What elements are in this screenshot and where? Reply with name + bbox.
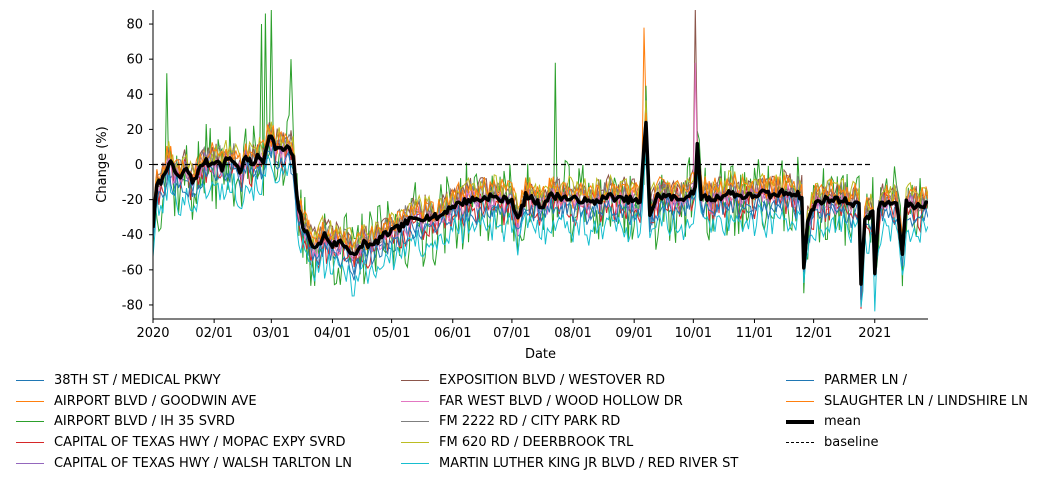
y-tick-label: -20 [122,193,143,208]
legend-swatch [16,421,44,423]
legend-item: AIRPORT BLVD / GOODWIN AVE [16,391,352,412]
legend-swatch [401,421,429,423]
line-chart: -80 -60 -40 -20 0 20 40 60 80 2020 02/01 03/01 04/0… [95,10,928,362]
legend-label: EXPOSITION BLVD / WESTOVER RD [439,372,666,388]
legend-label: CAPITAL OF TEXAS HWY / WALSH TARLTON LN [54,455,352,471]
y-axis-ticks: -80 -60 -40 -20 0 20 40 60 80 [122,18,153,313]
legend-swatch [16,441,44,443]
legend-item: FAR WEST BLVD / WOOD HOLLOW DR [401,391,738,412]
legend-label: SLAUGHTER LN / LINDSHIRE LN [824,393,1029,409]
legend-item: FM 620 RD / DEERBROOK TRL [401,432,738,453]
y-tick-label: -40 [122,228,143,243]
x-tick-label: 06/01 [434,326,471,341]
legend-swatch [786,379,814,381]
legend-label: FM 620 RD / DEERBROOK TRL [439,434,634,450]
legend-column-1: 38TH ST / MEDICAL PKWY AIRPORT BLVD / GOO… [16,370,352,473]
x-tick-label: 07/01 [493,326,530,341]
y-tick-label: 0 [135,158,143,173]
legend-swatch [401,400,429,402]
legend-label: FM 2222 RD / CITY PARK RD [439,414,621,430]
y-tick-label: 40 [126,88,143,103]
x-tick-label: 04/01 [314,326,351,341]
legend-swatch [401,441,429,443]
legend-swatch [786,400,814,402]
legend-swatch [786,441,814,443]
legend-item: EXPOSITION BLVD / WESTOVER RD [401,370,738,391]
x-tick-label: 12/01 [795,326,832,341]
legend-item: SLAUGHTER LN / LINDSHIRE LN [786,391,1028,412]
y-tick-label: -60 [122,263,143,278]
legend-item: FM 2222 RD / CITY PARK RD [401,411,738,432]
x-tick-label: 10/01 [675,326,712,341]
legend-item: AIRPORT BLVD / IH 35 SVRD [16,411,352,432]
legend-label: AIRPORT BLVD / GOODWIN AVE [54,393,257,409]
legend-label: CAPITAL OF TEXAS HWY / MOPAC EXPY SVRD [54,434,346,450]
legend-swatch [401,379,429,381]
y-tick-label: 20 [126,123,143,138]
legend-column-2: EXPOSITION BLVD / WESTOVER RD FAR WEST BL… [401,370,738,473]
y-tick-label: 60 [126,53,143,68]
legend-item: mean [786,411,1028,432]
series-line [153,100,928,277]
x-tick-label: 2021 [858,326,891,341]
mean-layer [153,120,928,286]
legend-item: MARTIN LUTHER KING JR BLVD / RED RIVER S… [401,453,738,474]
y-axis-title: Change (%) [95,126,110,202]
legend-label: PARMER LN / [824,372,908,388]
x-tick-label: 2020 [136,326,169,341]
legend-item: 38TH ST / MEDICAL PKWY [16,370,352,391]
legend-column-3: PARMER LN / SLAUGHTER LN / LINDSHIRE LN me… [786,370,1028,453]
legend-swatch [786,419,814,424]
y-tick-label: -80 [122,298,143,313]
x-tick-label: 05/01 [373,326,410,341]
series-layer [153,10,928,312]
legend-swatch [401,462,429,464]
chart-legend: 38TH ST / MEDICAL PKWY AIRPORT BLVD / GOO… [0,370,1056,480]
x-tick-label: 08/01 [554,326,591,341]
legend-label: AIRPORT BLVD / IH 35 SVRD [54,414,235,430]
x-axis-title: Date [525,347,556,362]
legend-item: PARMER LN / [786,370,1028,391]
mean-line [153,120,928,286]
y-tick-label: 80 [126,18,143,33]
x-tick-label: 02/01 [195,326,232,341]
legend-swatch [16,400,44,402]
x-tick-label: 09/01 [615,326,652,341]
legend-label: FAR WEST BLVD / WOOD HOLLOW DR [439,393,683,409]
series-line [153,152,928,312]
legend-label: baseline [824,434,879,450]
legend-label: MARTIN LUTHER KING JR BLVD / RED RIVER S… [439,455,739,471]
x-tick-label: 11/01 [736,326,773,341]
legend-swatch [16,379,44,381]
x-tick-label: 03/01 [253,326,290,341]
legend-label: 38TH ST / MEDICAL PKWY [54,372,221,388]
legend-item: CAPITAL OF TEXAS HWY / MOPAC EXPY SVRD [16,432,352,453]
x-axis-ticks: 2020 02/01 03/01 04/01 05/01 06/01 07/01 08/01 0… [136,319,891,341]
legend-swatch [16,462,44,464]
series-line [153,62,928,280]
legend-item: CAPITAL OF TEXAS HWY / WALSH TARLTON LN [16,453,352,474]
legend-item: baseline [786,432,1028,453]
legend-label: mean [824,414,861,430]
